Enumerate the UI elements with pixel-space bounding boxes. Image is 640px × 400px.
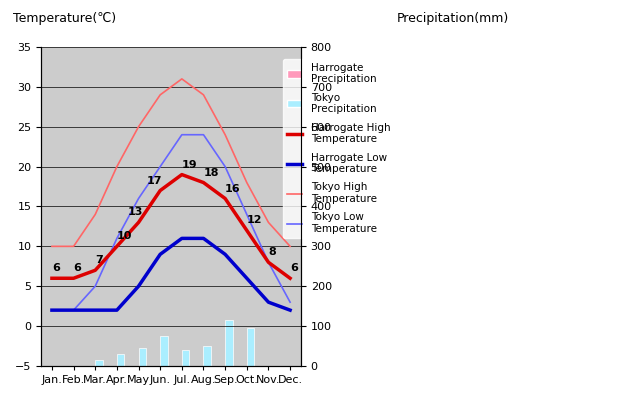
Bar <box>44 366 52 380</box>
Harrogate High
Temperature <box>113 244 121 249</box>
Tokyo Low
Temperature <box>113 236 121 241</box>
Tokyo High
Temperature <box>113 164 121 169</box>
Text: 6: 6 <box>290 263 298 273</box>
Bar <box>88 366 95 384</box>
Tokyo High
Temperature <box>178 76 186 81</box>
Harrogate Low
Temperature <box>134 284 142 289</box>
Harrogate High
Temperature <box>134 220 142 225</box>
Text: Precipitation(mm): Precipitation(mm) <box>397 12 509 25</box>
Harrogate High
Temperature <box>70 276 77 281</box>
Bar <box>247 328 254 366</box>
Bar <box>225 320 233 366</box>
Harrogate High
Temperature <box>92 268 99 273</box>
Tokyo High
Temperature <box>156 92 164 97</box>
Tokyo High
Temperature <box>286 244 294 249</box>
Bar <box>138 348 146 366</box>
Bar <box>261 366 268 380</box>
Bar <box>182 350 189 366</box>
Text: Temperature(℃): Temperature(℃) <box>13 12 116 25</box>
Line: Harrogate High
Temperature: Harrogate High Temperature <box>52 174 290 278</box>
Harrogate Low
Temperature <box>92 308 99 312</box>
Tokyo Low
Temperature <box>200 132 207 137</box>
Tokyo Low
Temperature <box>70 308 77 312</box>
Harrogate Low
Temperature <box>48 308 56 312</box>
Harrogate High
Temperature <box>48 276 56 281</box>
Harrogate Low
Temperature <box>221 252 229 257</box>
Harrogate High
Temperature <box>243 228 251 233</box>
Tokyo Low
Temperature <box>221 164 229 169</box>
Text: 16: 16 <box>225 184 241 194</box>
Harrogate Low
Temperature <box>178 236 186 241</box>
Bar <box>131 366 138 384</box>
Text: 19: 19 <box>182 160 198 170</box>
Tokyo Low
Temperature <box>156 164 164 169</box>
Tokyo High
Temperature <box>200 92 207 97</box>
Text: 8: 8 <box>268 247 276 257</box>
Text: 12: 12 <box>247 216 262 226</box>
Bar <box>218 366 225 380</box>
Bar <box>174 366 182 380</box>
Text: 18: 18 <box>204 168 219 178</box>
Bar <box>268 366 276 368</box>
Bar <box>152 366 160 384</box>
Tokyo High
Temperature <box>70 244 77 249</box>
Line: Tokyo High
Temperature: Tokyo High Temperature <box>52 79 290 246</box>
Harrogate High
Temperature <box>200 180 207 185</box>
Harrogate Low
Temperature <box>200 236 207 241</box>
Tokyo Low
Temperature <box>134 196 142 201</box>
Tokyo Low
Temperature <box>286 300 294 304</box>
Harrogate Low
Temperature <box>70 308 77 312</box>
Tokyo High
Temperature <box>264 220 272 225</box>
Text: 17: 17 <box>147 176 162 186</box>
Tokyo High
Temperature <box>92 212 99 217</box>
Bar <box>160 336 168 366</box>
Text: 13: 13 <box>127 208 143 218</box>
Text: 10: 10 <box>117 232 132 242</box>
Bar <box>196 366 204 380</box>
Tokyo Low
Temperature <box>92 284 99 289</box>
Harrogate High
Temperature <box>221 196 229 201</box>
Harrogate Low
Temperature <box>113 308 121 312</box>
Bar <box>117 354 124 366</box>
Tokyo High
Temperature <box>243 180 251 185</box>
Harrogate High
Temperature <box>156 188 164 193</box>
Line: Tokyo Low
Temperature: Tokyo Low Temperature <box>52 135 290 310</box>
Harrogate Low
Temperature <box>156 252 164 257</box>
Tokyo Low
Temperature <box>178 132 186 137</box>
Bar <box>109 366 117 384</box>
Text: 6: 6 <box>52 263 60 273</box>
Harrogate High
Temperature <box>264 260 272 265</box>
Bar <box>74 366 81 382</box>
Tokyo Low
Temperature <box>48 308 56 312</box>
Bar <box>239 366 247 380</box>
Tokyo Low
Temperature <box>243 212 251 217</box>
Bar <box>95 360 103 366</box>
Tokyo High
Temperature <box>221 132 229 137</box>
Tokyo Low
Temperature <box>264 260 272 265</box>
Bar <box>204 346 211 366</box>
Bar <box>52 366 60 384</box>
Harrogate Low
Temperature <box>286 308 294 312</box>
Text: 6: 6 <box>74 263 81 273</box>
Harrogate High
Temperature <box>286 276 294 281</box>
Harrogate Low
Temperature <box>264 300 272 304</box>
Text: 7: 7 <box>95 255 103 265</box>
Harrogate Low
Temperature <box>243 276 251 281</box>
Bar <box>290 366 298 388</box>
Line: Harrogate Low
Temperature: Harrogate Low Temperature <box>52 238 290 310</box>
Tokyo High
Temperature <box>134 124 142 129</box>
Bar <box>282 366 290 380</box>
Legend: Harrogate
Precipitation, Tokyo
Precipitation, Harrogate High
Temperature, Harrog: Harrogate Precipitation, Tokyo Precipita… <box>282 58 394 238</box>
Bar <box>66 366 74 384</box>
Tokyo High
Temperature <box>48 244 56 249</box>
Harrogate High
Temperature <box>178 172 186 177</box>
